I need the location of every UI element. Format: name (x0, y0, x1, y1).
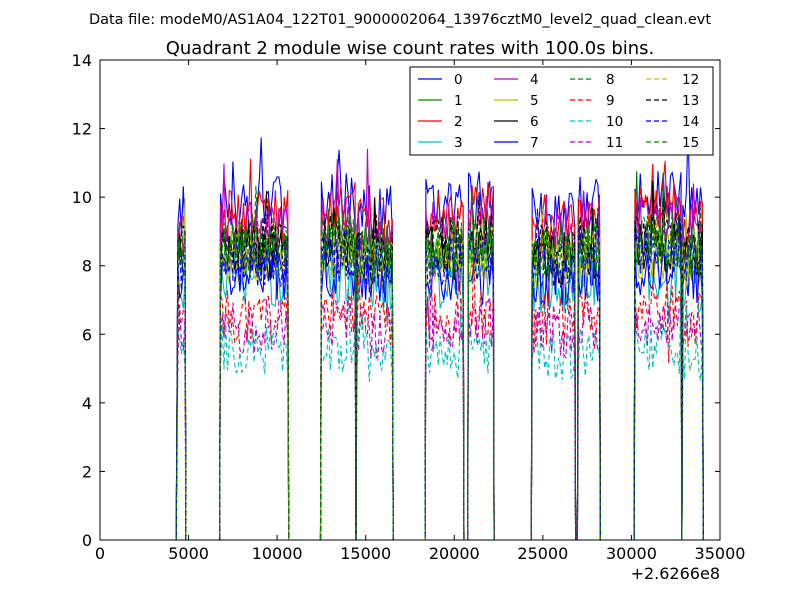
legend-label-5: 5 (530, 93, 539, 109)
legend-label-12: 12 (682, 72, 699, 88)
legend-label-7: 7 (530, 135, 539, 151)
series-line-11 (175, 261, 704, 541)
y-tick-label: 14 (72, 51, 92, 70)
x-tick-label: 25000 (517, 544, 568, 563)
series-line-13 (175, 190, 704, 541)
series-line-7 (175, 214, 704, 541)
legend-label-3: 3 (454, 135, 463, 151)
y-tick-label: 6 (82, 325, 92, 344)
x-tick-label: 35000 (695, 544, 746, 563)
legend-label-8: 8 (606, 72, 615, 88)
x-tick-label: 15000 (340, 544, 391, 563)
chart-title: Quadrant 2 module wise count rates with … (166, 38, 655, 59)
y-tick-label: 8 (82, 257, 92, 276)
legend-label-9: 9 (606, 93, 615, 109)
x-offset-label: +2.6266e8 (631, 564, 720, 583)
legend-label-2: 2 (454, 114, 463, 130)
legend-box (409, 66, 714, 156)
series-line-15 (175, 216, 704, 541)
legend-label-4: 4 (530, 72, 539, 88)
data-file-label: Data file: modeM0/AS1A04_122T01_90000020… (89, 12, 711, 28)
legend-label-13: 13 (682, 93, 699, 109)
x-tick-label: 5000 (168, 544, 209, 563)
y-tick-label: 2 (82, 462, 92, 481)
y-tick-label: 10 (72, 188, 92, 207)
legend-label-14: 14 (682, 114, 699, 130)
y-tick-label: 4 (82, 394, 92, 413)
series-line-14 (175, 207, 704, 541)
x-tick-label: 0 (95, 544, 105, 563)
x-tick-label: 30000 (606, 544, 657, 563)
y-tick-label: 0 (82, 531, 92, 550)
axis-ticks: 0 5000 10000 15000 20000 25000 30000 35000 0 2 4 6 8… (72, 51, 746, 563)
legend-label-1: 1 (454, 93, 463, 109)
legend-label-6: 6 (530, 114, 539, 130)
legend-label-15: 15 (682, 135, 699, 151)
plot-area-frame (99, 59, 721, 541)
plot-series-group (175, 129, 704, 541)
legend-label-10: 10 (606, 114, 623, 130)
series-line-8 (175, 185, 704, 541)
legend-label-11: 11 (606, 135, 623, 151)
y-tick-label: 12 (72, 120, 92, 139)
x-tick-label: 20000 (429, 544, 480, 563)
legend-label-0: 0 (454, 72, 463, 88)
series-line-9 (175, 244, 704, 541)
x-tick-label: 10000 (252, 544, 303, 563)
